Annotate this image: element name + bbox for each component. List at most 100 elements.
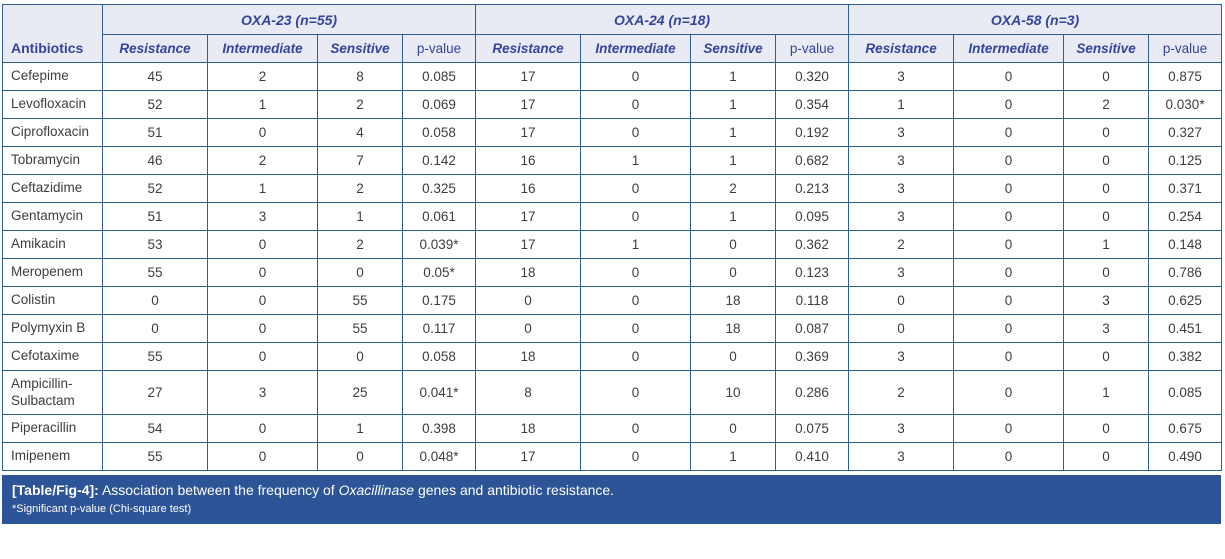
count-cell: 1 (207, 174, 318, 203)
antibiotic-name: Colistin (2, 286, 103, 315)
significance-note: *Significant p-value (Chi-square test) (12, 502, 192, 515)
count-cell: 0 (580, 62, 692, 91)
count-cell: 0 (317, 442, 403, 471)
count-cell: 16 (475, 146, 582, 175)
count-cell: 0 (580, 442, 692, 471)
count-cell: 0 (580, 370, 692, 415)
count-cell: 2 (317, 230, 403, 259)
table-row: Levofloxacin 52 1 2 0.069 17 0 1 0.354 1 0 2 0.030* (2, 90, 1223, 119)
sub-header-p-value: p-value (775, 34, 850, 63)
count-cell: 1 (690, 90, 777, 119)
count-cell: 18 (690, 286, 777, 315)
count-cell: 0 (690, 342, 777, 371)
p-value-cell: 0.142 (401, 146, 477, 175)
count-cell: 0 (848, 314, 955, 343)
count-cell: 51 (102, 202, 208, 231)
group-header-oxa58: OXA-58 (n=3) (848, 4, 1223, 35)
count-cell: 3 (1063, 286, 1150, 315)
figure-caption-text-end: genes and antibiotic resistance. (417, 482, 615, 498)
count-cell: 1 (848, 90, 955, 119)
antibiotic-name: Ciprofloxacin (2, 118, 103, 147)
count-cell: 55 (102, 442, 208, 471)
count-cell: 3 (848, 442, 955, 471)
p-value-cell: 0.069 (401, 90, 477, 119)
p-value-cell: 0.327 (1148, 118, 1223, 147)
sub-header-p-value: p-value (401, 34, 477, 63)
table-row: Piperacillin 54 0 1 0.398 18 0 0 0.075 3 0 0 0.675 (2, 414, 1223, 443)
antibiotic-name: Ceftazidime (2, 174, 103, 203)
count-cell: 2 (207, 146, 318, 175)
count-cell: 1 (580, 230, 692, 259)
count-cell: 1 (317, 202, 403, 231)
p-value-cell: 0.625 (1148, 286, 1223, 315)
count-cell: 7 (317, 146, 403, 175)
count-cell: 0 (207, 342, 318, 371)
table-row: Cefepime 45 2 8 0.085 17 0 1 0.320 3 0 0 0.875 (2, 62, 1223, 91)
count-cell: 0 (690, 414, 777, 443)
p-value-cell: 0.125 (1148, 146, 1223, 175)
p-value-cell: 0.320 (775, 62, 850, 91)
antibiotic-name: Ampicillin-Sulbactam (2, 370, 103, 415)
antibiotic-name: Amikacin (2, 230, 103, 259)
antibiotic-name: Tobramycin (2, 146, 103, 175)
count-cell: 0 (953, 230, 1065, 259)
count-cell: 1 (690, 146, 777, 175)
p-value-cell: 0.451 (1148, 314, 1223, 343)
count-cell: 16 (475, 174, 582, 203)
count-cell: 3 (1063, 314, 1150, 343)
count-cell: 0 (580, 118, 692, 147)
count-cell: 8 (475, 370, 582, 415)
count-cell: 17 (475, 90, 582, 119)
count-cell: 1 (1063, 230, 1150, 259)
count-cell: 45 (102, 62, 208, 91)
p-value-cell: 0.325 (401, 174, 477, 203)
p-value-cell: 0.118 (775, 286, 850, 315)
p-value-cell: 0.875 (1148, 62, 1223, 91)
antibiotic-name: Imipenem (2, 442, 103, 471)
p-value-cell: 0.075 (775, 414, 850, 443)
table-row: Tobramycin 46 2 7 0.142 16 1 1 0.682 3 0 0 0.125 (2, 146, 1223, 175)
count-cell: 2 (207, 62, 318, 91)
table-row: Amikacin 53 0 2 0.039* 17 1 0 0.362 2 0 1 0.148 (2, 230, 1223, 259)
count-cell: 53 (102, 230, 208, 259)
figure-caption-label: [Table/Fig-4]: (12, 482, 99, 498)
group-header-row: Antibiotics OXA-23 (n=55) OXA-24 (n=18) … (2, 4, 1223, 63)
group-header-oxa23: OXA-23 (n=55) (101, 4, 477, 35)
p-value-cell: 0.061 (401, 202, 477, 231)
antibiotic-name: Piperacillin (2, 414, 103, 443)
p-value-cell: 0.490 (1148, 442, 1223, 471)
sub-header-row: Resistance Intermediate Sensitive p-valu… (3, 34, 1223, 63)
count-cell: 1 (690, 118, 777, 147)
count-cell: 18 (690, 314, 777, 343)
count-cell: 51 (102, 118, 208, 147)
count-cell: 1 (690, 442, 777, 471)
p-value-cell: 0.123 (775, 258, 850, 287)
table-row: Gentamycin 51 3 1 0.061 17 0 1 0.095 3 0 0 0.254 (2, 202, 1223, 231)
count-cell: 3 (848, 118, 955, 147)
antibiotic-name: Gentamycin (2, 202, 103, 231)
antibiotic-name: Cefotaxime (2, 342, 103, 371)
sub-header-resistance: Resistance (475, 34, 582, 63)
sub-header-resistance: Resistance (102, 34, 208, 63)
count-cell: 0 (953, 62, 1065, 91)
count-cell: 1 (690, 202, 777, 231)
count-cell: 8 (317, 62, 403, 91)
count-cell: 0 (207, 286, 318, 315)
figure-caption-text: Association between the frequency of (101, 482, 335, 498)
count-cell: 27 (102, 370, 208, 415)
count-cell: 25 (317, 370, 403, 415)
sub-header-resistance: Resistance (848, 34, 955, 63)
count-cell: 3 (848, 414, 955, 443)
sub-header-intermediate: Intermediate (207, 34, 318, 63)
count-cell: 55 (317, 286, 403, 315)
count-cell: 1 (690, 62, 777, 91)
count-cell: 0 (1063, 258, 1150, 287)
figure-caption: [Table/Fig-4]: Association between the f… (12, 482, 1211, 500)
count-cell: 0 (690, 258, 777, 287)
p-value-cell: 0.041* (401, 370, 477, 415)
count-cell: 0 (580, 90, 692, 119)
count-cell: 55 (317, 314, 403, 343)
count-cell: 55 (102, 258, 208, 287)
p-value-cell: 0.192 (775, 118, 850, 147)
group-header-oxa24: OXA-24 (n=18) (475, 4, 850, 35)
